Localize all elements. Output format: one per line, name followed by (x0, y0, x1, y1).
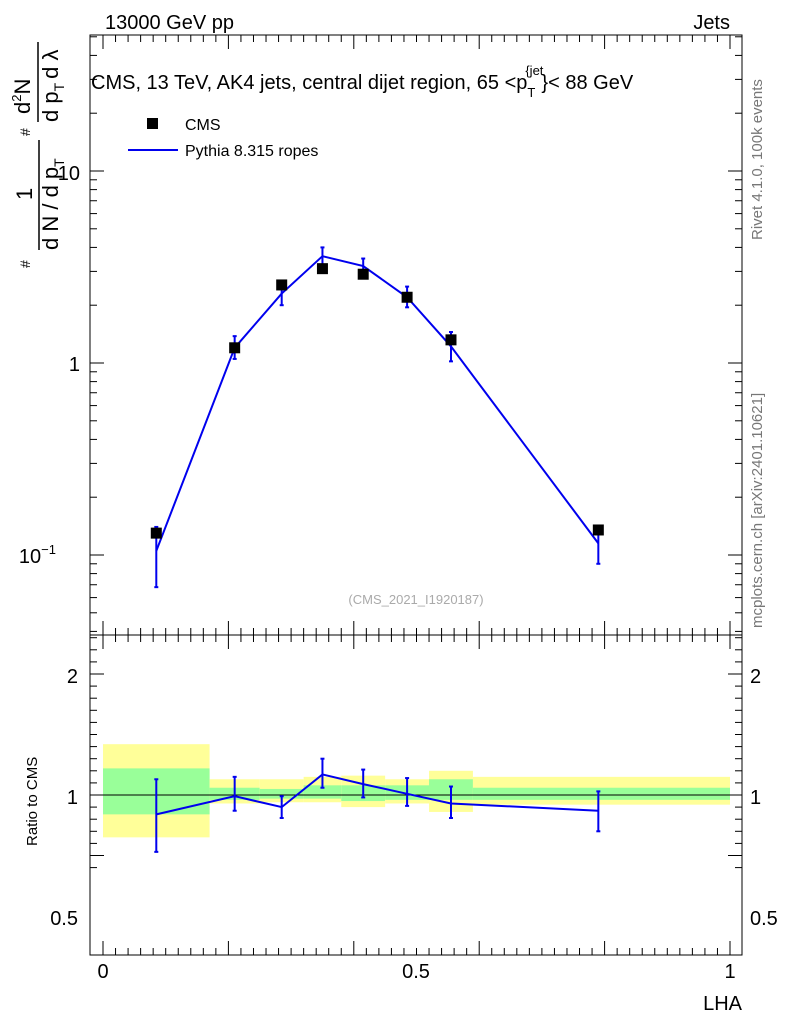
ratio-y-tick-label-1-left: 1 (67, 787, 78, 809)
legend-data-marker (147, 118, 158, 129)
ratio-uncertainty-bands (103, 744, 730, 838)
ratio-error-bars (154, 757, 601, 853)
x-tick-label-0p5: 0.5 (402, 961, 430, 983)
plot-title-prefix: CMS, 13 TeV, AK4 jets, central dijet reg… (91, 72, 527, 94)
mc-line (155, 255, 600, 552)
ylabel-denom-sub: T (51, 158, 67, 167)
main-y-tick-label-10: 10 (58, 163, 80, 185)
plot-title-sub: T (527, 85, 535, 100)
ratio-axis-ticks (90, 635, 742, 955)
ratio-y-axis-label: Ratio to CMS (24, 757, 41, 846)
rivet-version-label: Rivet 4.1.0, 100k events (749, 79, 766, 240)
ratio-y-tick-label-2-left: 2 (67, 666, 78, 688)
data-marker-1 (229, 342, 241, 354)
data-marker-5 (401, 291, 413, 303)
ratio-y-tick-label-2-right: 2 (750, 666, 761, 688)
plot-title: CMS, 13 TeV, AK4 jets, central dijet reg… (91, 63, 634, 100)
mc-error-bars (154, 246, 601, 589)
header-process-label: Jets (693, 12, 730, 34)
x-axis-label: LHA (703, 993, 743, 1015)
ylabel-denominator-2: d pTd λ (38, 49, 67, 122)
ratio-band-inner-7 (472, 787, 730, 800)
ylabel-numerator-2: d2N (9, 79, 35, 114)
x-tick-label-0: 0 (97, 961, 108, 983)
main-y-tick-label-1: 1 (69, 354, 80, 376)
ratio-band-inner-2 (259, 788, 304, 799)
plot-title-suffix: }< 88 GeV (541, 72, 633, 94)
ylabel-denominator-1: d N / d pT (38, 158, 67, 250)
ylabel-numerator-1: 1 (12, 188, 37, 200)
ylabel-denom2-sub: T (51, 82, 67, 91)
ylabel-hash-1: # (17, 260, 33, 268)
ylabel-denom-text: d N / d p (38, 167, 63, 250)
data-marker-2 (276, 279, 288, 291)
main-y-tick-label-0p1: 10−1 (19, 542, 56, 568)
ylabel-num2-sup: 2 (9, 95, 24, 102)
ratio-y-tick-label-0p5-left: 0.5 (50, 908, 78, 930)
main-y-tick-0p1-exp: −1 (41, 542, 56, 557)
data-marker-6 (445, 334, 457, 346)
legend-data-label: CMS (185, 117, 221, 134)
main-y-axis-label: # 1 d N / d pT # d2N d pTd λ (9, 42, 67, 268)
data-markers (150, 263, 604, 539)
ylabel-hash-2: # (17, 128, 33, 136)
ylabel-denom2-dlambda: d λ (38, 49, 63, 78)
data-marker-3 (316, 263, 328, 275)
ylabel-denom2-dp: d p (38, 91, 63, 122)
data-marker-0 (150, 527, 162, 539)
main-axis-ticks (90, 35, 742, 635)
ylabel-num2-N: N (10, 79, 35, 95)
legend-mc-label: Pythia 8.315 ropes (185, 143, 318, 160)
main-y-tick-0p1-base: 10 (19, 546, 41, 568)
ylabel-num2-d: d (10, 102, 35, 114)
ratio-y-tick-label-1-right: 1 (750, 787, 761, 809)
mcplots-label: mcplots.cern.ch [arXiv:2401.10621] (749, 393, 766, 628)
analysis-id-watermark: (CMS_2021_I1920187) (348, 592, 483, 607)
data-marker-4 (357, 268, 369, 280)
ratio-line (156, 773, 599, 816)
header-collision-label: 13000 GeV pp (105, 12, 234, 34)
data-marker-7 (592, 524, 604, 536)
x-tick-label-1: 1 (724, 961, 735, 983)
plot-title-sup: {jet (525, 63, 543, 78)
ratio-y-tick-label-0p5-right: 0.5 (750, 908, 778, 930)
